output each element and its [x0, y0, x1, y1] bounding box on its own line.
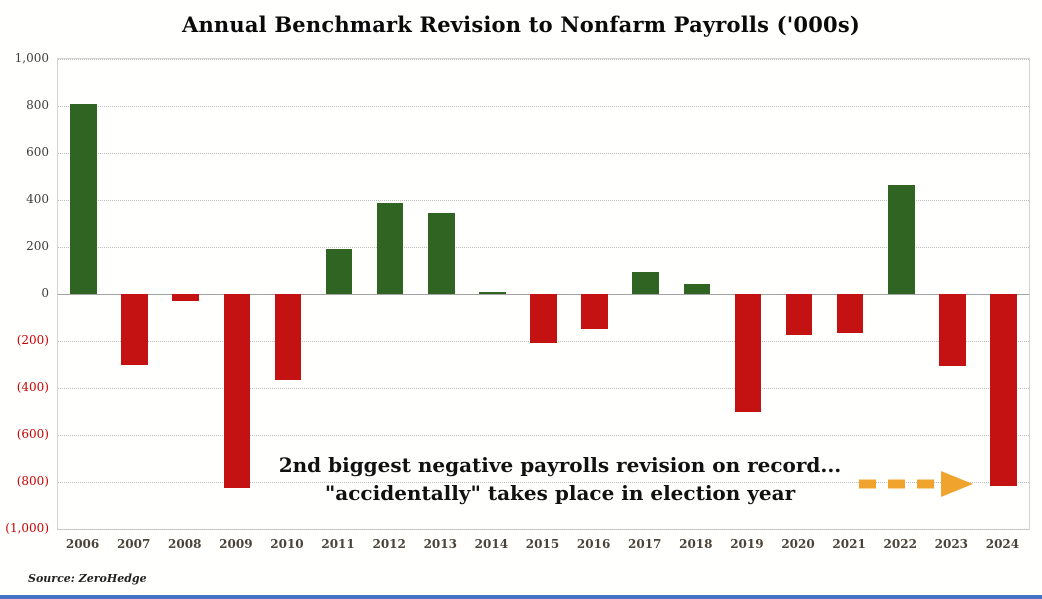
x-axis: 2006 2007 2008 2009 2010 2011 2012 2013 2014 2015…: [57, 537, 1030, 557]
gridline: [58, 106, 1029, 107]
x-tick-label: 2008: [168, 537, 202, 551]
plot-area: [57, 58, 1030, 530]
x-tick-label: 2023: [934, 537, 969, 551]
gridline: [58, 59, 1029, 60]
bar-2023: [939, 294, 966, 366]
x-tick-label: 2012: [372, 537, 406, 551]
source-text: Source: ZeroHedge: [28, 572, 147, 585]
x-tick-label: 2022: [883, 537, 917, 551]
x-tick-label: 2009: [219, 537, 253, 551]
bar-2006: [70, 103, 97, 294]
bottom-accent-bar: [0, 595, 1042, 599]
dashed-arrow-icon: [853, 468, 981, 500]
x-tick-label: 2016: [576, 537, 611, 551]
bar-2010: [274, 294, 302, 380]
bar-2008: [172, 294, 200, 302]
x-tick-label: 2019: [730, 537, 764, 551]
x-tick-label: 2017: [628, 537, 662, 551]
x-tick-label: 2013: [423, 537, 457, 551]
annotation-line-2: "accidentally" takes place in election y…: [324, 481, 796, 505]
bar-2016: [581, 294, 608, 330]
x-tick-label: 2021: [832, 537, 866, 551]
annotation-line-1: 2nd biggest negative payrolls revision o…: [278, 453, 842, 477]
y-tick-label: 200: [26, 239, 49, 253]
annotation: 2nd biggest negative payrolls revision o…: [240, 451, 880, 507]
gridline: [58, 200, 1029, 201]
gridline: [58, 153, 1029, 154]
bar-2009: [223, 294, 251, 488]
bar-2007: [121, 294, 148, 365]
y-axis: 1,000 800 600 400 200 0 (200) (400) (600) (800) (1…: [0, 51, 49, 535]
bar-2015: [530, 294, 557, 343]
gridline: [58, 529, 1029, 530]
bar-2017: [632, 271, 659, 294]
gridline: [58, 482, 1029, 483]
x-tick-label: 2007: [116, 537, 151, 551]
gridline: [58, 435, 1029, 436]
x-tick-label: 2015: [525, 537, 560, 551]
gridline: [58, 388, 1029, 389]
y-tick-label: (600): [16, 427, 49, 441]
bar-2021: [836, 294, 864, 333]
bar-2022: [887, 185, 915, 294]
bar-2014: [479, 292, 506, 294]
bar-2011: [325, 248, 353, 294]
x-tick-label: 2014: [474, 537, 509, 551]
gridline: [58, 247, 1029, 248]
bar-2020: [785, 294, 813, 335]
x-tick-label: 2010: [270, 537, 304, 551]
y-tick-label: 400: [26, 192, 49, 206]
chart-title: Annual Benchmark Revision to Nonfarm Pay…: [181, 12, 861, 37]
bar-2013: [428, 212, 455, 294]
y-tick-label: 0: [41, 286, 49, 300]
y-tick-label: 600: [26, 145, 49, 159]
bar-2012: [376, 203, 404, 294]
x-tick-label: 2011: [321, 537, 355, 551]
y-tick-label: (200): [16, 333, 49, 347]
y-tick-label: 800: [26, 98, 49, 112]
y-tick-label: (800): [16, 474, 49, 488]
x-tick-label: 2020: [781, 537, 815, 551]
x-tick-label: 2018: [679, 537, 713, 551]
bar-2018: [683, 283, 711, 294]
bar-2024: [990, 294, 1017, 487]
x-tick-label: 2006: [65, 537, 100, 551]
x-tick-label: 2024: [985, 537, 1020, 551]
y-tick-label: 1,000: [14, 51, 49, 65]
bar-2019: [734, 294, 762, 412]
y-tick-label: (400): [16, 380, 49, 394]
y-tick-label: (1,000): [5, 521, 49, 535]
